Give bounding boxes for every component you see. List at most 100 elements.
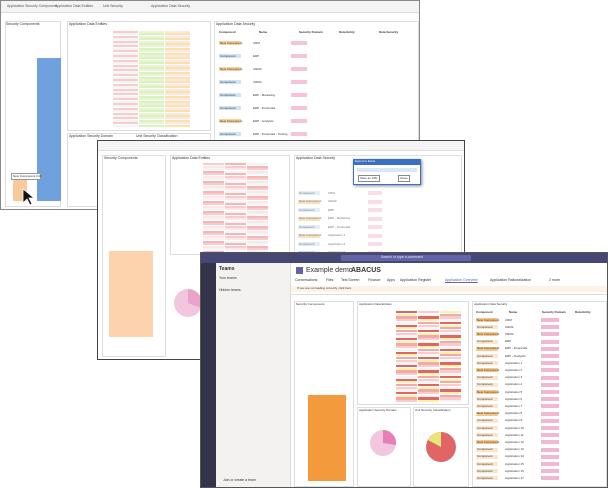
panel-title: Security Components	[6, 22, 40, 26]
component-tag	[476, 375, 498, 380]
tab[interactable]: Unit Security	[103, 4, 123, 8]
matrix-cell	[165, 52, 190, 55]
sidebar-item[interactable]: Hidden teams	[219, 288, 241, 292]
tab[interactable]: Files	[326, 278, 334, 282]
cell-text: Component	[299, 207, 315, 212]
matrix-cell	[165, 124, 190, 127]
matrix-cell	[440, 392, 461, 395]
component-tag	[476, 390, 498, 394]
matrix-cell	[139, 119, 164, 122]
search-box[interactable]	[341, 255, 471, 261]
tag	[368, 216, 382, 221]
join-link[interactable]: Join or create a team	[223, 478, 256, 482]
cell-text: Component	[220, 53, 236, 58]
cell-text: Component	[477, 375, 493, 380]
matrix-cell	[225, 208, 246, 211]
matrix-cell	[440, 329, 461, 333]
cell-text: Application 3	[505, 375, 523, 380]
tab[interactable]: 2 more	[549, 278, 560, 282]
matrix-cell	[165, 88, 190, 91]
matrix-cell	[225, 163, 246, 166]
tab[interactable]: Conversations	[295, 278, 318, 282]
app-title: Teams	[219, 266, 235, 272]
matrix-cell	[418, 335, 439, 338]
matrix-cell	[165, 64, 190, 67]
matrix-cell	[113, 52, 138, 55]
panel	[67, 21, 211, 131]
matrix-cell	[440, 367, 461, 370]
panel	[102, 155, 166, 357]
matrix-cell	[203, 205, 224, 208]
matrix-cell	[139, 69, 164, 72]
matrix-cell	[440, 327, 461, 330]
matrix-cell	[165, 86, 190, 89]
column-header: Security Domain	[299, 30, 323, 34]
tooltip-text: New Component (10)	[13, 173, 42, 178]
button[interactable]: Save as XML	[358, 175, 380, 182]
cell-text: Component	[477, 418, 493, 423]
matrix-cell	[225, 165, 246, 168]
matrix-cell	[440, 319, 461, 322]
tab[interactable]: Test Screen	[341, 278, 360, 282]
cell-text: ERP - Analytics	[253, 118, 274, 123]
matrix-cell	[139, 105, 164, 108]
matrix-cell	[418, 321, 439, 325]
matrix-cell	[203, 163, 224, 166]
matrix-cell	[225, 198, 246, 201]
matrix-cell	[247, 175, 268, 178]
tab[interactable]: Application Data Entities	[55, 4, 93, 8]
matrix-cell	[165, 40, 190, 43]
tab[interactable]: Apps	[387, 278, 395, 282]
matrix-cell	[440, 338, 461, 341]
matrix-cell	[225, 248, 246, 251]
matrix-cell	[203, 210, 224, 213]
component-tag	[476, 411, 498, 416]
tab[interactable]: Application Rationalization	[490, 278, 532, 282]
matrix-cell	[203, 175, 224, 178]
panel	[294, 301, 354, 487]
component-tag	[476, 440, 498, 445]
matrix-cell	[440, 359, 461, 362]
cell-text: ERP	[253, 53, 260, 58]
tab[interactable]: Finance	[368, 278, 381, 282]
search-text[interactable]: Search or type a command	[381, 255, 424, 259]
button[interactable]: Close	[398, 175, 410, 182]
tab[interactable]: Application Data Security	[151, 4, 191, 8]
matrix-cell	[396, 354, 417, 357]
matrix-cell	[113, 98, 138, 101]
matrix-cell	[203, 188, 224, 191]
matrix-cell	[396, 343, 417, 346]
matrix-cell	[418, 392, 439, 395]
matrix-cell	[247, 248, 268, 251]
matrix-cell	[247, 180, 268, 183]
matrix-cell	[203, 170, 224, 173]
banner-text[interactable]: If you are not loading correctly, click …	[297, 286, 352, 290]
tag	[541, 390, 559, 394]
matrix-cell	[139, 64, 164, 67]
matrix-cell	[203, 240, 224, 243]
matrix-cell	[113, 40, 138, 43]
sidebar-item[interactable]: Your teams	[219, 276, 237, 280]
tab[interactable]: Application Security Component	[7, 4, 57, 8]
tab[interactable]: Application Register	[400, 278, 432, 282]
matrix-cell	[225, 223, 246, 226]
component-tag	[298, 199, 320, 204]
matrix-cell	[396, 327, 417, 330]
tag	[291, 41, 307, 45]
matrix-cell	[113, 95, 138, 98]
matrix-cell	[165, 62, 190, 65]
matrix-cell	[165, 79, 190, 81]
matrix-cell	[113, 38, 138, 41]
matrix-cell	[396, 311, 417, 314]
cell-text: New Component	[477, 411, 500, 416]
matrix-cell	[396, 367, 417, 370]
matrix-cell	[247, 215, 268, 218]
cell-text: ERP - Financials	[253, 105, 276, 110]
matrix-cell	[203, 193, 224, 196]
tag	[541, 476, 559, 481]
tab[interactable]: Application Overview	[445, 278, 478, 282]
cell-text: CRM2	[328, 199, 337, 203]
column-header: Data Entity	[339, 30, 355, 34]
column-header: Name	[509, 310, 518, 314]
